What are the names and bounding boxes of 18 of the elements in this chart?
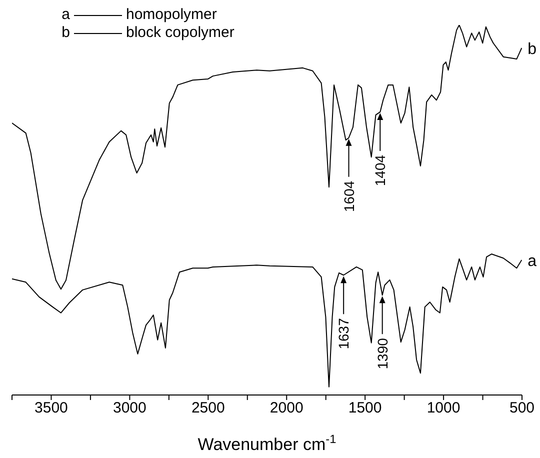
annotation: b [528,40,537,58]
x-tick-label: 1000 [426,400,460,417]
text: a [62,6,70,23]
legend-label: homopolymer [126,6,217,24]
annotation: 1390 [374,338,390,370]
annotation: 1404 [372,154,388,186]
x-axis-title: Wavenumber cm$^{-1}$ [198,432,337,454]
x-tick-label: 2000 [270,400,304,417]
annotation: a [528,252,537,270]
x-tick-label: 1500 [348,400,382,417]
x-tick-label: 3000 [113,400,146,417]
legend-label: block copolymer [126,24,234,42]
text: b [62,24,70,41]
annotation: 1604 [340,180,357,212]
x-tick-label: 500 [509,400,535,417]
x-tick-label: 3500 [34,400,68,417]
annotation: 1637 [336,318,352,350]
x-tick-label: 2500 [191,400,225,417]
